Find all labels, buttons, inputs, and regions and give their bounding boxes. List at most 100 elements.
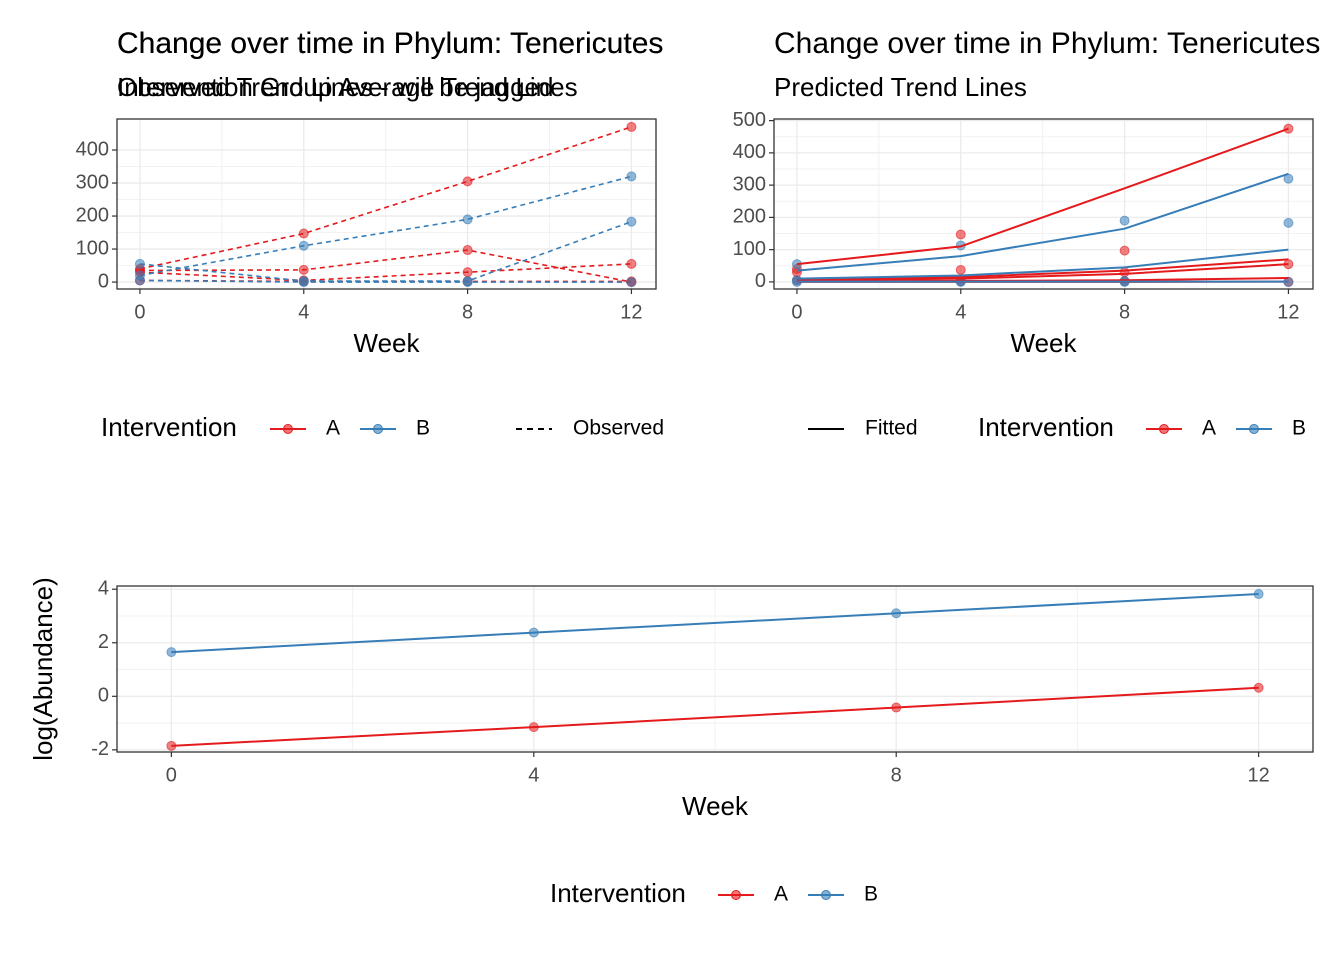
y-tick-label: 400	[733, 141, 766, 163]
data-point	[298, 228, 309, 239]
legend-label: B	[1292, 417, 1306, 440]
chart-title: Change over time in Phylum: Tenericutes	[117, 27, 663, 60]
y-tick-label: 300	[76, 171, 109, 193]
legend-key-point	[1159, 424, 1169, 434]
y-tick-label: 100	[733, 238, 766, 260]
legend-label: Observed	[573, 417, 664, 440]
x-tick-label: 8	[1119, 301, 1130, 323]
data-point	[298, 240, 309, 251]
legend-label: B	[416, 417, 430, 440]
title-group: Change over time in Phylum: Tenericutes O…	[117, 27, 663, 102]
data-point	[462, 214, 473, 225]
legend-label: B	[864, 883, 878, 906]
data-point	[298, 264, 309, 275]
legend-label: A	[774, 883, 788, 906]
legend-label: A	[1202, 417, 1216, 440]
data-point	[626, 216, 637, 227]
chart-subtitle: Observed Trend Lines - will be jagged	[117, 72, 553, 102]
y-tick-label: 4	[98, 577, 109, 599]
x-axis-title: Week	[682, 791, 749, 821]
legend-key-point	[731, 890, 741, 900]
data-point	[955, 264, 966, 275]
x-axis-title: Week	[354, 328, 421, 358]
legend-label: A	[326, 417, 340, 440]
series-line	[139, 220, 632, 282]
data-point	[626, 258, 637, 269]
data-point	[166, 740, 177, 751]
title-group: Change over time in Phylum: Tenericutes P…	[774, 27, 1320, 102]
y-tick-label: 200	[733, 206, 766, 228]
plot-background	[774, 119, 1313, 289]
plot-border	[773, 118, 1314, 290]
data-point	[528, 722, 539, 733]
data-point	[134, 258, 145, 269]
x-tick-label: 8	[891, 764, 902, 786]
x-tick-label: 0	[134, 301, 145, 323]
chart-subtitle: Intervention Group Average Trend Lines	[117, 72, 578, 102]
data-point	[166, 647, 177, 658]
legend-title: Intervention	[978, 412, 1114, 442]
data-point	[298, 277, 309, 288]
legend-title: Intervention	[101, 412, 237, 442]
x-tick-label: 12	[620, 301, 642, 323]
chart-title: Change over time in Phylum: Tenericutes	[774, 27, 1320, 60]
y-tick-label: 400	[76, 138, 109, 160]
legend-key-point	[821, 890, 831, 900]
legend-title: Intervention	[550, 878, 686, 908]
legend-key-point	[283, 424, 293, 434]
data-point	[1119, 245, 1130, 256]
data-point	[1283, 217, 1294, 228]
legend-key-point	[373, 424, 383, 434]
y-tick-label: 300	[733, 173, 766, 195]
title-group: Change over time in Phylum: Tenericutes I…	[117, 27, 663, 102]
data-point	[462, 277, 473, 288]
x-tick-label: 12	[1248, 764, 1270, 786]
x-tick-label: 4	[528, 764, 539, 786]
series-line	[171, 686, 1259, 747]
y-tick-label: -2	[91, 738, 109, 760]
series-line	[796, 172, 1289, 272]
data-point	[1119, 267, 1130, 278]
plot-border	[116, 118, 657, 290]
x-tick-label: 8	[462, 301, 473, 323]
data-point	[462, 176, 473, 187]
y-tick-label: 2	[98, 631, 109, 653]
series-line	[139, 175, 632, 277]
legend-label: Fitted	[865, 417, 918, 440]
x-axis-title: Week	[1011, 328, 1078, 358]
plot-border	[116, 585, 1314, 753]
data-point	[462, 245, 473, 256]
x-tick-label: 4	[955, 301, 966, 323]
data-point	[134, 275, 145, 286]
data-point	[1253, 682, 1264, 693]
data-point	[1253, 589, 1264, 600]
series-line	[796, 127, 1289, 266]
x-tick-label: 4	[298, 301, 309, 323]
series-line	[139, 279, 632, 283]
y-tick-label: 200	[76, 204, 109, 226]
data-point	[528, 627, 539, 638]
series-line	[139, 126, 632, 270]
data-point	[891, 702, 902, 713]
x-tick-label: 0	[166, 764, 177, 786]
y-tick-label: 0	[98, 685, 109, 707]
y-tick-label: 500	[733, 109, 766, 131]
series-line	[171, 593, 1259, 654]
series-line	[796, 263, 1289, 282]
legend-key-point	[1249, 424, 1259, 434]
y-tick-label: 0	[755, 270, 766, 292]
data-point	[626, 277, 637, 288]
plot-background	[117, 119, 656, 289]
chart-subtitle: Predicted Trend Lines	[774, 72, 1027, 102]
data-point	[626, 171, 637, 182]
data-point	[626, 121, 637, 132]
y-tick-label: 100	[76, 237, 109, 259]
x-tick-label: 12	[1277, 301, 1299, 323]
chart-title: Change over time in Phylum: Tenericutes	[117, 27, 663, 60]
data-point	[891, 608, 902, 619]
x-tick-label: 0	[791, 301, 802, 323]
y-axis-title: log(Abundance)	[28, 577, 58, 761]
data-point	[1119, 215, 1130, 226]
